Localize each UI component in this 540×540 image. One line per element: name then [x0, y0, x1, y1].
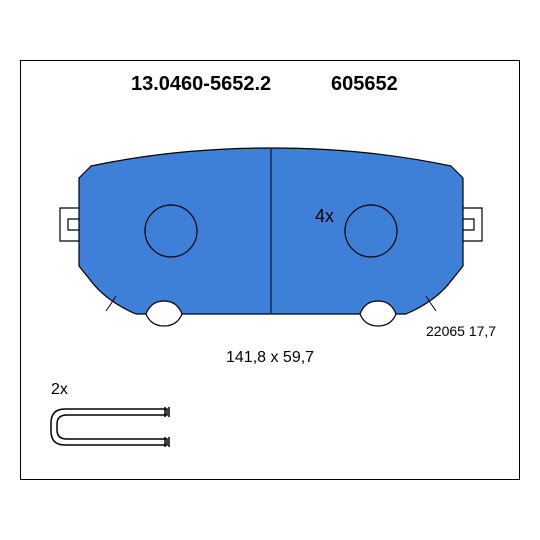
- brake-pad-diagram: [56, 146, 486, 341]
- part-number: 13.0460-5652.2: [131, 73, 271, 96]
- pad-dimensions-label: 141,8 x 59,7: [226, 349, 314, 367]
- clip-diagram: [47, 403, 177, 451]
- diagram-frame: 13.0460-5652.2 605652 4x 141,8 x 59,7 22…: [20, 60, 520, 480]
- pad-side-label: 22065 17,7: [426, 323, 496, 339]
- secondary-number: 605652: [331, 73, 398, 96]
- clip-quantity-label: 2x: [51, 381, 68, 399]
- pad-quantity-label: 4x: [315, 206, 334, 227]
